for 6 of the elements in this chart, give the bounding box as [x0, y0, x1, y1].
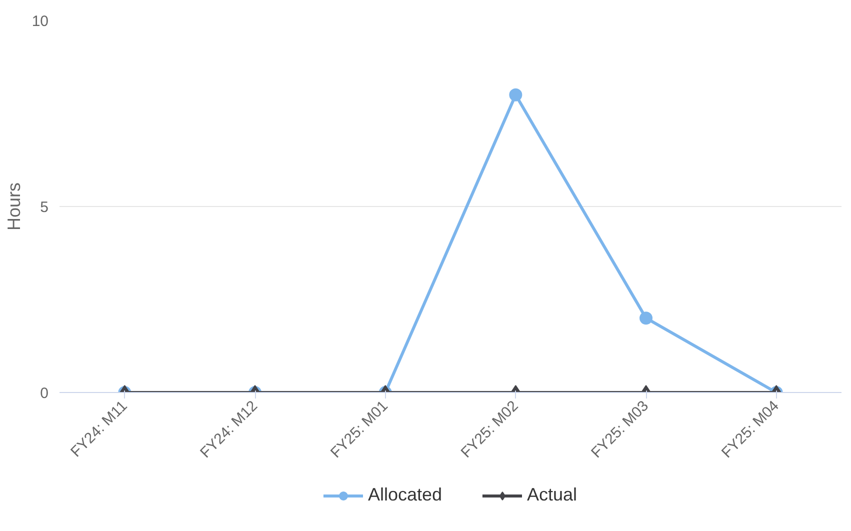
y-tick-label: 10 [32, 13, 49, 30]
legend-label: Actual [527, 484, 578, 506]
y-tick-label: 5 [40, 199, 48, 216]
y-tick-label: 0 [40, 385, 48, 402]
legend-label: Allocated [368, 484, 442, 506]
y-axis-title: Hours [4, 182, 24, 231]
